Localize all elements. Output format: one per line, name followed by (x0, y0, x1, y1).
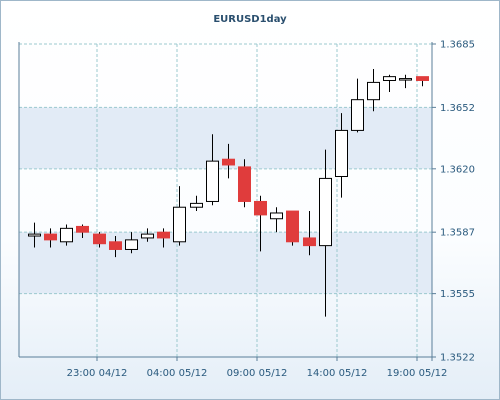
candle-down (76, 225, 89, 233)
grid-band (19, 232, 432, 294)
candle-down (109, 241, 122, 250)
candle-up (270, 212, 283, 220)
candle-up (206, 160, 219, 202)
candle-down (44, 233, 57, 241)
y-tick-label: 1.3652 (440, 103, 475, 114)
candle-up (173, 206, 186, 243)
candle-up (383, 76, 396, 81)
candle-down (254, 200, 267, 216)
x-tick-label: 09:00 05/12 (227, 368, 288, 379)
candle-up (319, 177, 332, 247)
x-tick-label: 23:00 04/12 (67, 368, 128, 379)
x-tick-label: 14:00 05/12 (307, 368, 368, 379)
y-tick-label: 1.3587 (440, 228, 475, 239)
candle-up (141, 233, 154, 239)
candle-down (157, 231, 170, 239)
candle-down (303, 237, 316, 247)
candle-up (367, 81, 380, 101)
candle-up (60, 227, 73, 243)
y-tick-label: 1.3685 (440, 40, 475, 51)
candle-down (416, 76, 429, 81)
chart-title: EURUSD1day (213, 14, 287, 25)
x-tick-label: 04:00 05/12 (147, 368, 208, 379)
candle-up (351, 99, 364, 131)
y-tick-label: 1.3522 (440, 353, 475, 364)
y-tick-label: 1.3555 (440, 289, 475, 300)
x-tick-label: 19:00 05/12 (387, 368, 448, 379)
candle-down (238, 166, 251, 202)
candle-down (93, 233, 106, 245)
candle-up (28, 233, 41, 237)
candle-up (125, 239, 138, 250)
candle-down (222, 158, 235, 166)
candle-up (335, 129, 348, 177)
y-tick-label: 1.3620 (440, 164, 475, 175)
candle-down (286, 210, 299, 243)
candle-up (399, 78, 412, 81)
candle-up (190, 202, 203, 208)
